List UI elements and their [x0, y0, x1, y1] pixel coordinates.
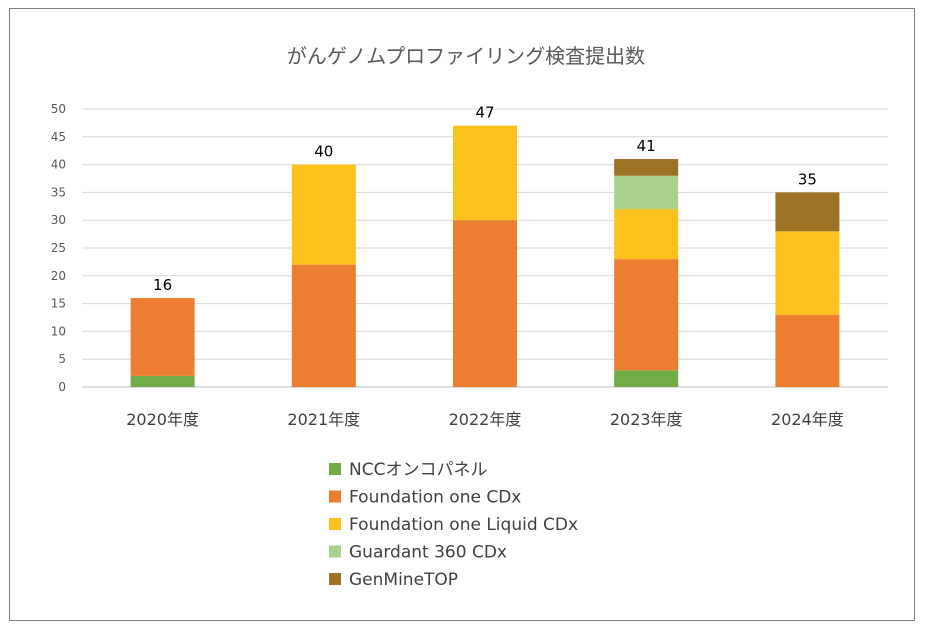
- y-tick-label: 40: [51, 158, 66, 172]
- x-tick-label: 2024年度: [771, 410, 844, 429]
- y-tick-label: 20: [51, 269, 66, 283]
- bar-segment: [614, 259, 679, 371]
- chart-title: がんゲノムプロファイリング検査提出数: [287, 44, 645, 68]
- bar-segment: [614, 159, 679, 176]
- y-tick-label: 45: [51, 130, 66, 144]
- x-tick-label: 2023年度: [610, 410, 683, 429]
- bar-segment: [453, 220, 517, 387]
- y-tick-label: 30: [51, 213, 66, 227]
- data-label-total: 47: [475, 104, 494, 122]
- legend-label: Foundation one Liquid CDx: [349, 515, 578, 535]
- x-tick-label: 2021年度: [287, 410, 360, 429]
- legend-label: GenMineTOP: [349, 570, 458, 590]
- bar-segment: [614, 175, 679, 210]
- y-tick-label: 15: [51, 297, 66, 311]
- x-axis-ticks: 2020年度 2021年度 2022年度 2023年度 2024年度: [126, 410, 844, 429]
- legend-swatch: [329, 518, 341, 530]
- bar-segment: [614, 370, 679, 387]
- y-axis-ticks: 0 5 10 15 20 25 30 35 40 45 50: [51, 102, 66, 394]
- y-tick-label: 50: [51, 102, 66, 116]
- data-label-total: 16: [153, 276, 172, 294]
- data-label-total: 35: [798, 170, 817, 188]
- legend-label: Foundation one CDx: [349, 488, 521, 508]
- bars: [130, 125, 840, 387]
- bar-segment: [775, 231, 840, 315]
- bar-segment: [775, 314, 840, 387]
- legend-swatch: [329, 463, 341, 475]
- data-label-total: 40: [314, 143, 333, 161]
- bar-segment: [614, 209, 679, 260]
- bar-segment: [130, 298, 195, 376]
- legend: NCCオンコパネル Foundation one CDx Foundation on…: [329, 460, 578, 590]
- legend-swatch: [329, 545, 341, 558]
- y-tick-label: 5: [58, 352, 66, 366]
- x-tick-label: 2022年度: [449, 410, 522, 429]
- legend-label: Guardant 360 CDx: [349, 543, 507, 563]
- data-labels: 16 40 47 41 35: [153, 104, 817, 294]
- x-tick-label: 2020年度: [126, 410, 199, 429]
- bar-segment: [130, 375, 195, 387]
- legend-label: NCCオンコパネル: [349, 460, 487, 480]
- bar-segment: [775, 192, 840, 232]
- bar-segment: [453, 125, 517, 221]
- data-label-total: 41: [637, 137, 656, 155]
- y-tick-label: 0: [58, 380, 66, 394]
- y-tick-label: 35: [51, 185, 66, 199]
- bar-segment: [291, 164, 356, 265]
- y-tick-label: 10: [51, 324, 66, 338]
- bar-segment: [291, 264, 356, 387]
- legend-swatch: [329, 490, 341, 503]
- legend-swatch: [329, 573, 341, 585]
- y-tick-label: 25: [51, 241, 66, 255]
